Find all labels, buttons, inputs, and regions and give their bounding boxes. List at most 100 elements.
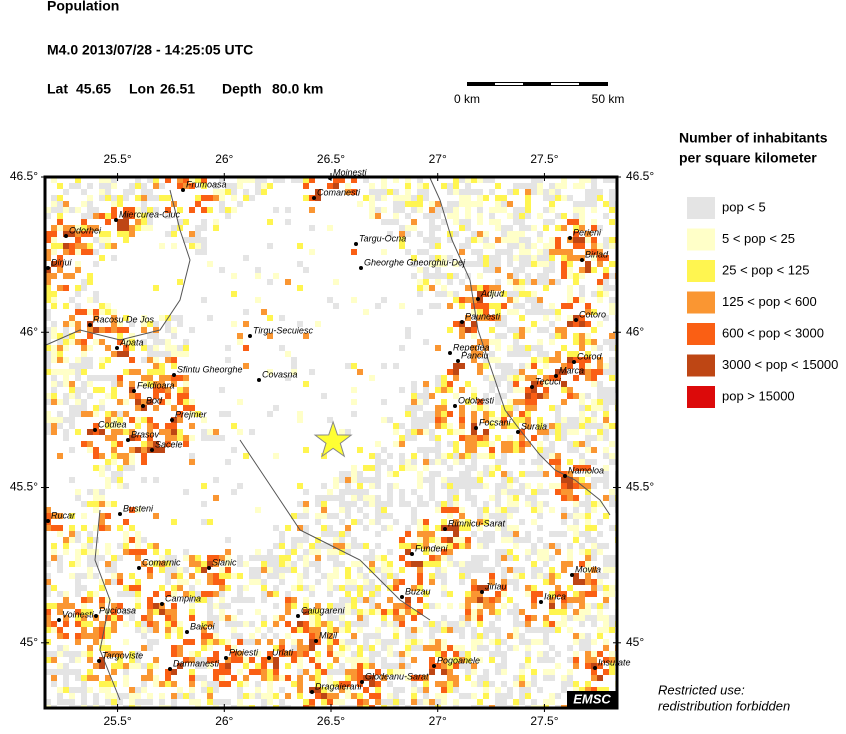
pop-cell bbox=[561, 591, 567, 597]
pop-cell bbox=[555, 453, 561, 459]
pop-cell bbox=[399, 555, 405, 561]
pop-cell bbox=[441, 183, 447, 189]
pop-cell bbox=[477, 207, 483, 213]
pop-cell bbox=[267, 627, 273, 633]
pop-cell bbox=[603, 597, 609, 603]
pop-cell bbox=[231, 657, 237, 663]
pop-cell bbox=[513, 183, 519, 189]
pop-cell bbox=[147, 189, 153, 195]
pop-cell bbox=[495, 357, 501, 363]
pop-cell bbox=[609, 525, 615, 531]
pop-cell bbox=[207, 657, 213, 663]
pop-cell bbox=[303, 621, 309, 627]
pop-cell bbox=[63, 339, 69, 345]
pop-cell bbox=[51, 681, 57, 687]
pop-cell bbox=[555, 543, 561, 549]
pop-cell bbox=[513, 231, 519, 237]
pop-cell bbox=[597, 549, 603, 555]
pop-cell bbox=[315, 543, 321, 549]
pop-cell bbox=[345, 183, 351, 189]
pop-cell bbox=[201, 483, 207, 489]
pop-cell bbox=[141, 201, 147, 207]
pop-cell bbox=[525, 351, 531, 357]
pop-cell bbox=[603, 471, 609, 477]
city-label: Cotoro bbox=[579, 309, 606, 319]
pop-cell bbox=[267, 657, 273, 663]
city-label: Campina bbox=[165, 593, 201, 603]
pop-cell bbox=[111, 387, 117, 393]
pop-cell bbox=[279, 561, 285, 567]
pop-cell bbox=[543, 219, 549, 225]
city-dot bbox=[312, 196, 316, 200]
pop-cell bbox=[483, 519, 489, 525]
pop-cell bbox=[303, 555, 309, 561]
pop-cell bbox=[135, 543, 141, 549]
pop-cell bbox=[315, 495, 321, 501]
pop-cell bbox=[45, 615, 51, 621]
pop-cell bbox=[561, 333, 567, 339]
pop-cell bbox=[537, 303, 543, 309]
pop-cell bbox=[333, 303, 339, 309]
pop-cell bbox=[345, 471, 351, 477]
pop-cell bbox=[255, 267, 261, 273]
pop-cell bbox=[237, 201, 243, 207]
pop-cell bbox=[609, 177, 615, 183]
pop-cell bbox=[573, 501, 579, 507]
pop-cell bbox=[87, 441, 93, 447]
pop-cell bbox=[57, 513, 63, 519]
pop-cell bbox=[45, 399, 51, 405]
pop-cell bbox=[495, 663, 501, 669]
pop-cell bbox=[195, 597, 201, 603]
pop-cell bbox=[543, 195, 549, 201]
pop-cell bbox=[93, 327, 99, 333]
pop-cell bbox=[387, 681, 393, 687]
pop-cell bbox=[201, 645, 207, 651]
pop-cell bbox=[75, 357, 81, 363]
pop-cell bbox=[483, 309, 489, 315]
pop-cell bbox=[123, 639, 129, 645]
pop-cell bbox=[363, 615, 369, 621]
pop-cell bbox=[381, 573, 387, 579]
pop-cell bbox=[363, 513, 369, 519]
pop-cell bbox=[399, 567, 405, 573]
pop-cell bbox=[561, 225, 567, 231]
pop-cell bbox=[495, 195, 501, 201]
pop-cell bbox=[447, 465, 453, 471]
pop-cell bbox=[561, 687, 567, 693]
pop-cell bbox=[75, 657, 81, 663]
pop-cell bbox=[159, 699, 165, 705]
pop-cell bbox=[165, 399, 171, 405]
pop-cell bbox=[141, 645, 147, 651]
pop-cell bbox=[123, 621, 129, 627]
pop-cell bbox=[249, 567, 255, 573]
pop-cell bbox=[213, 627, 219, 633]
pop-cell bbox=[483, 261, 489, 267]
pop-cell bbox=[213, 429, 219, 435]
pop-cell bbox=[291, 561, 297, 567]
pop-cell bbox=[525, 663, 531, 669]
pop-cell bbox=[153, 609, 159, 615]
pop-cell bbox=[171, 609, 177, 615]
pop-cell bbox=[165, 591, 171, 597]
pop-cell bbox=[363, 195, 369, 201]
pop-cell bbox=[357, 615, 363, 621]
pop-cell bbox=[201, 627, 207, 633]
scale-end: 50 km bbox=[592, 92, 625, 106]
pop-cell bbox=[441, 537, 447, 543]
pop-cell bbox=[219, 603, 225, 609]
pop-cell bbox=[363, 465, 369, 471]
pop-cell bbox=[393, 213, 399, 219]
pop-cell bbox=[315, 639, 321, 645]
pop-cell bbox=[519, 279, 525, 285]
pop-cell bbox=[513, 585, 519, 591]
pop-cell bbox=[573, 597, 579, 603]
pop-cell bbox=[561, 597, 567, 603]
pop-cell bbox=[489, 213, 495, 219]
pop-cell bbox=[75, 675, 81, 681]
pop-cell bbox=[303, 267, 309, 273]
pop-cell bbox=[579, 441, 585, 447]
pop-cell bbox=[429, 219, 435, 225]
pop-cell bbox=[489, 207, 495, 213]
pop-cell bbox=[81, 615, 87, 621]
pop-cell bbox=[165, 177, 171, 183]
